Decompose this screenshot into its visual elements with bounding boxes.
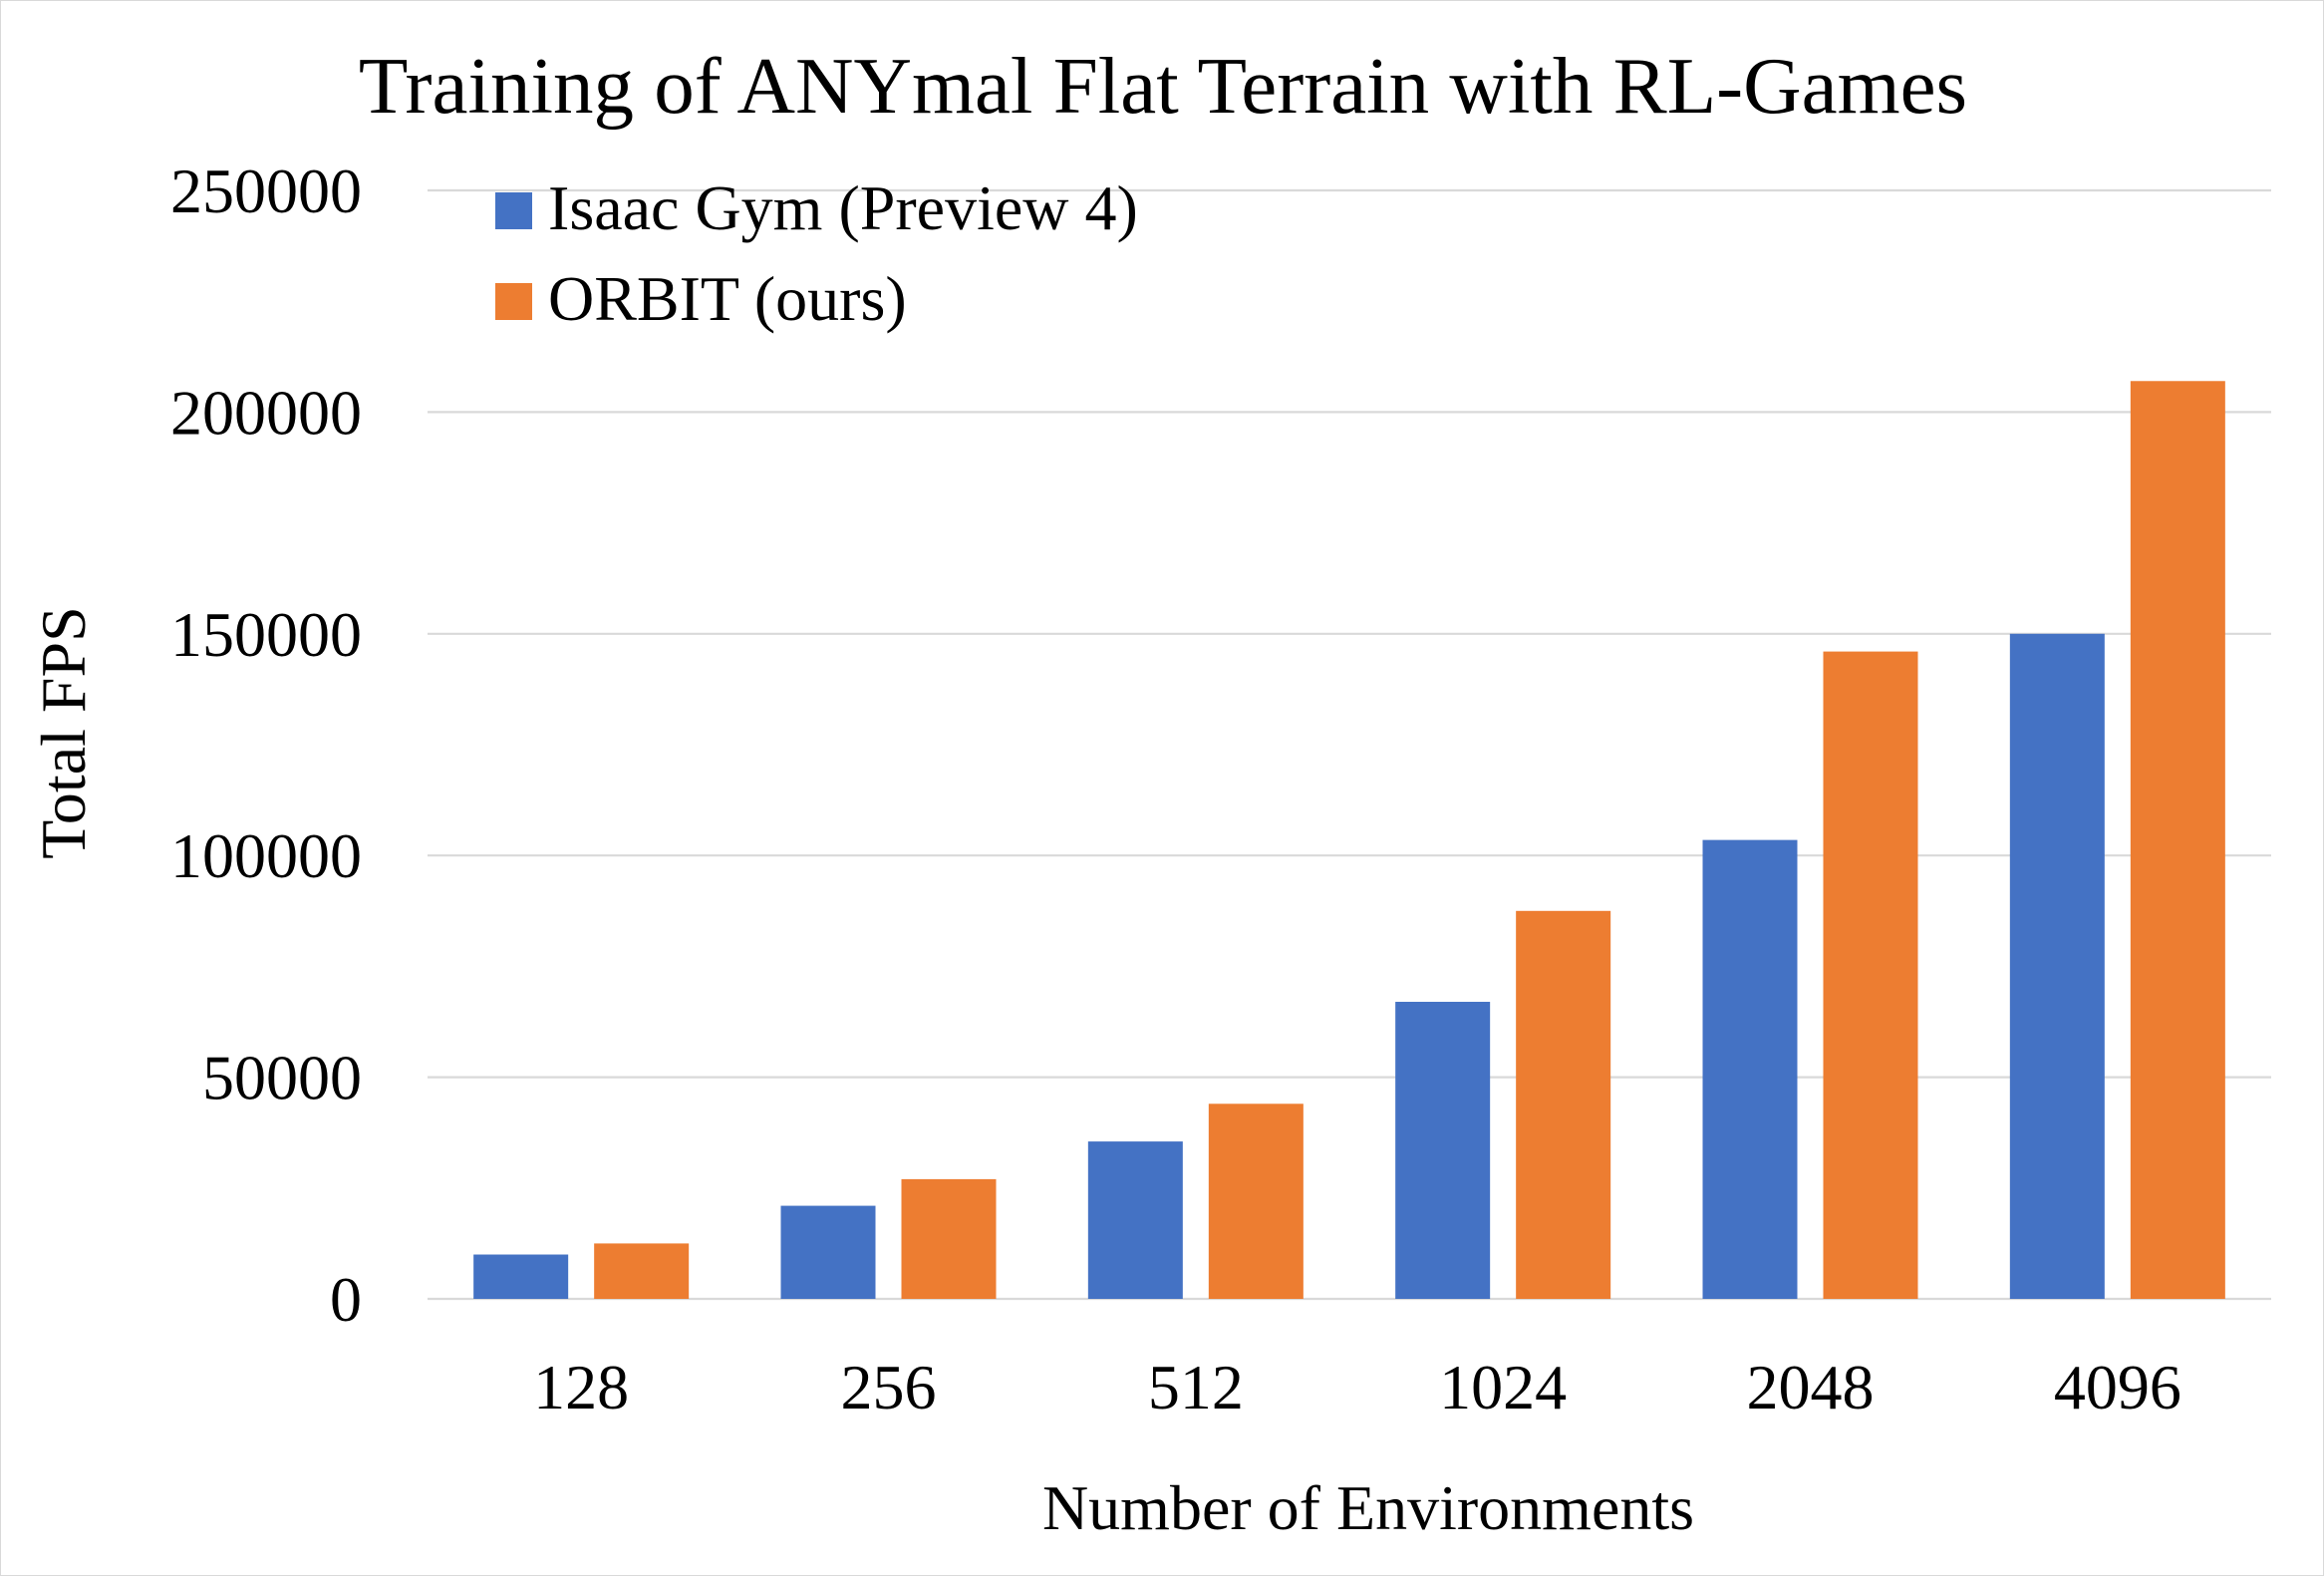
gridlines: [428, 188, 2271, 1301]
bar-orbit-1024: [1516, 910, 1611, 1299]
y-tick-labels: 0 50000 100000 150000 200000 250000: [170, 156, 362, 1335]
bar-orbit-512: [1208, 1104, 1304, 1299]
x-tick-label: 2048: [1747, 1352, 1875, 1422]
x-axis-label: Number of Environments: [1042, 1472, 1694, 1543]
x-tick-label: 1024: [1439, 1352, 1567, 1422]
legend: Isaac Gym (Preview 4) ORBIT (ours): [495, 172, 1138, 334]
y-tick-label: 100000: [170, 820, 362, 891]
bar-isaac-gym-128: [473, 1254, 569, 1299]
bar-orbit-2048: [1823, 651, 1918, 1299]
x-tick-labels: 128 256 512 1024 2048 4096: [533, 1352, 2181, 1422]
y-tick-label: 150000: [170, 599, 362, 670]
y-axis-label: Total FPS: [28, 606, 99, 858]
y-tick-label: 50000: [202, 1043, 362, 1113]
x-tick-label: 128: [533, 1352, 629, 1422]
bar-orbit-128: [594, 1243, 690, 1299]
y-tick-label: 250000: [170, 156, 362, 226]
bar-orbit-256: [901, 1178, 997, 1299]
legend-label: Isaac Gym (Preview 4): [548, 172, 1138, 243]
y-tick-label: 200000: [170, 377, 362, 448]
x-tick-label: 256: [841, 1352, 937, 1422]
bar-isaac-gym-512: [1087, 1141, 1183, 1299]
legend-swatch: [495, 192, 532, 229]
bar-isaac-gym-4096: [2009, 633, 2105, 1299]
chart-title: Training of ANYmal Flat Terrain with RL-…: [359, 41, 1967, 131]
y-tick-label: 0: [330, 1264, 362, 1335]
bar-isaac-gym-2048: [1702, 839, 1798, 1299]
x-tick-label: 512: [1148, 1352, 1244, 1422]
legend-label: ORBIT (ours): [548, 263, 907, 334]
x-tick-label: 4096: [2054, 1352, 2181, 1422]
legend-swatch: [495, 283, 532, 320]
bar-isaac-gym-1024: [1395, 1001, 1491, 1299]
bar-orbit-4096: [2130, 381, 2225, 1299]
bars: [473, 381, 2225, 1299]
bar-isaac-gym-256: [780, 1205, 876, 1299]
